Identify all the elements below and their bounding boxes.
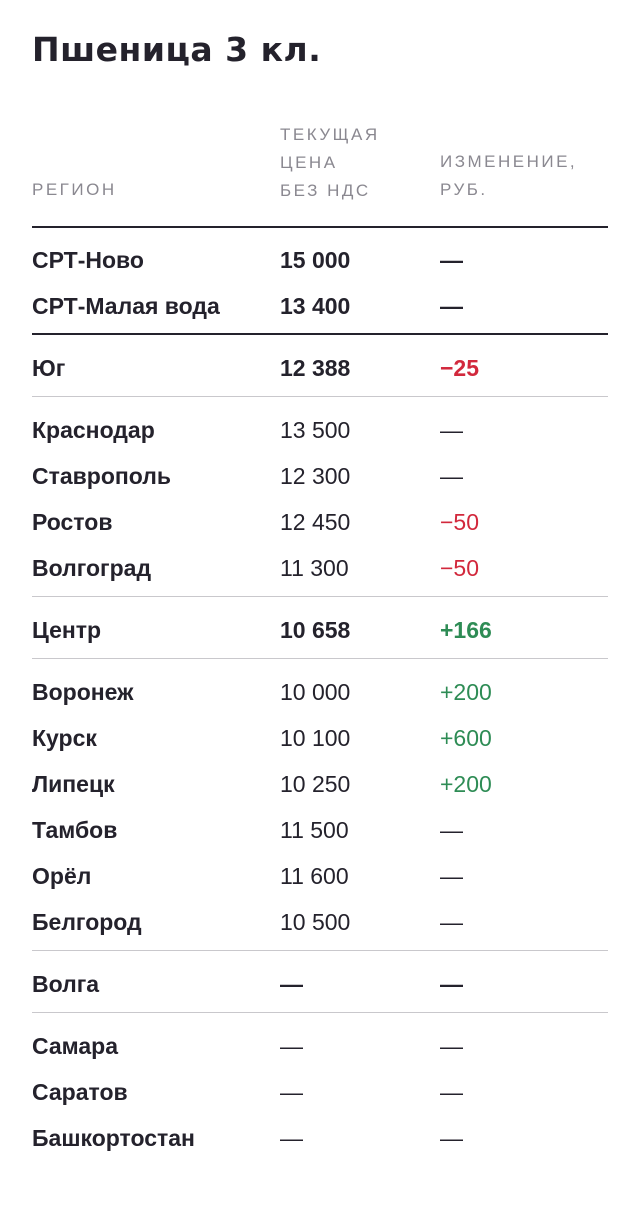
table-row: СРТ-Ново 15 000 — — [32, 244, 608, 276]
region-cell: Юг — [32, 355, 66, 381]
region-cell: Краснодар — [32, 417, 155, 443]
price-cell: 11 600 — [280, 863, 349, 889]
section-divider — [32, 596, 608, 597]
change-cell: +600 — [440, 725, 492, 751]
change-cell: −50 — [440, 555, 480, 581]
change-cell: −25 — [440, 355, 480, 381]
region-cell: Центр — [32, 617, 102, 643]
section-divider — [32, 1012, 608, 1013]
price-cell: 12 300 — [280, 463, 351, 489]
table-row: Краснодар 13 500 — — [32, 414, 608, 446]
change-cell: +200 — [440, 771, 492, 797]
price-cell: 12 388 — [280, 355, 351, 381]
section-divider — [32, 396, 608, 397]
header-region-text: РЕГИОН — [32, 180, 117, 199]
section-divider — [32, 333, 608, 335]
page-title: Пшеница 3 кл. — [32, 30, 322, 69]
column-header-region: РЕГИОН — [32, 176, 117, 204]
price-cell: 11 300 — [280, 555, 349, 581]
table-row: Тамбов 11 500 — — [32, 814, 608, 846]
price-cell: — — [280, 1125, 303, 1151]
price-cell: 11 500 — [280, 817, 349, 843]
price-cell: 10 658 — [280, 617, 351, 643]
price-cell: 15 000 — [280, 247, 351, 273]
price-cell: 13 400 — [280, 293, 351, 319]
change-cell: — — [440, 293, 463, 319]
region-cell: Волгоград — [32, 555, 152, 581]
table-row: Самара — — — [32, 1030, 608, 1062]
change-cell: — — [440, 247, 463, 273]
price-cell: 13 500 — [280, 417, 351, 443]
region-cell: Воронеж — [32, 679, 134, 705]
table-row: Башкортостан — — — [32, 1122, 608, 1154]
region-cell: Ставрополь — [32, 463, 172, 489]
price-cell: 10 000 — [280, 679, 351, 705]
change-cell: +166 — [440, 617, 492, 643]
table-row: Орёл 11 600 — — [32, 860, 608, 892]
change-cell: — — [440, 863, 463, 889]
region-summary-row: Центр 10 658 +166 — [32, 614, 608, 646]
table-row: Курск 10 100 +600 — [32, 722, 608, 754]
column-header-price: ТЕКУЩАЯ ЦЕНА БЕЗ НДС — [280, 121, 410, 205]
table-row: Ставрополь 12 300 — — [32, 460, 608, 492]
header-price-line: ЦЕНА — [280, 153, 338, 172]
price-cell: 12 450 — [280, 509, 351, 535]
price-cell: 10 100 — [280, 725, 351, 751]
region-cell: СРТ-Малая вода — [32, 293, 220, 319]
header-change-line: ИЗМЕНЕНИЕ, — [440, 152, 578, 171]
region-cell: СРТ-Ново — [32, 247, 144, 273]
change-cell: — — [440, 1079, 463, 1105]
table-row: Липецк 10 250 +200 — [32, 768, 608, 800]
section-divider — [32, 950, 608, 951]
region-cell: Курск — [32, 725, 97, 751]
change-cell: — — [440, 909, 463, 935]
region-cell: Башкортостан — [32, 1125, 195, 1151]
change-cell: — — [440, 817, 463, 843]
table-row: Воронеж 10 000 +200 — [32, 676, 608, 708]
price-cell: — — [280, 971, 303, 997]
table-row: СРТ-Малая вода 13 400 — — [32, 290, 608, 322]
change-cell: — — [440, 463, 463, 489]
change-cell: −50 — [440, 509, 480, 535]
region-cell: Самара — [32, 1033, 119, 1059]
change-cell: — — [440, 1125, 463, 1151]
region-cell: Липецк — [32, 771, 115, 797]
header-price-line: ТЕКУЩАЯ — [280, 125, 380, 144]
change-cell: — — [440, 971, 463, 997]
header-price-line: БЕЗ НДС — [280, 181, 371, 200]
change-cell: — — [440, 1033, 463, 1059]
region-summary-row: Юг 12 388 −25 — [32, 352, 608, 384]
price-cell: — — [280, 1079, 303, 1105]
price-cell: 10 500 — [280, 909, 351, 935]
header-change-line: РУБ. — [440, 180, 488, 199]
table-row: Саратов — — — [32, 1076, 608, 1108]
region-cell: Орёл — [32, 863, 92, 889]
region-cell: Белгород — [32, 909, 142, 935]
region-summary-row: Волга — — — [32, 968, 608, 1000]
change-cell: — — [440, 417, 463, 443]
table-row: Волгоград 11 300 −50 — [32, 552, 608, 584]
column-header-change: ИЗМЕНЕНИЕ, РУБ. — [440, 148, 610, 204]
change-cell: +200 — [440, 679, 492, 705]
region-cell: Волга — [32, 971, 100, 997]
header-divider — [32, 226, 608, 228]
region-cell: Саратов — [32, 1079, 128, 1105]
region-cell: Ростов — [32, 509, 113, 535]
price-cell: — — [280, 1033, 303, 1059]
section-divider — [32, 658, 608, 659]
price-cell: 10 250 — [280, 771, 351, 797]
table-row: Белгород 10 500 — — [32, 906, 608, 938]
region-cell: Тамбов — [32, 817, 118, 843]
table-row: Ростов 12 450 −50 — [32, 506, 608, 538]
